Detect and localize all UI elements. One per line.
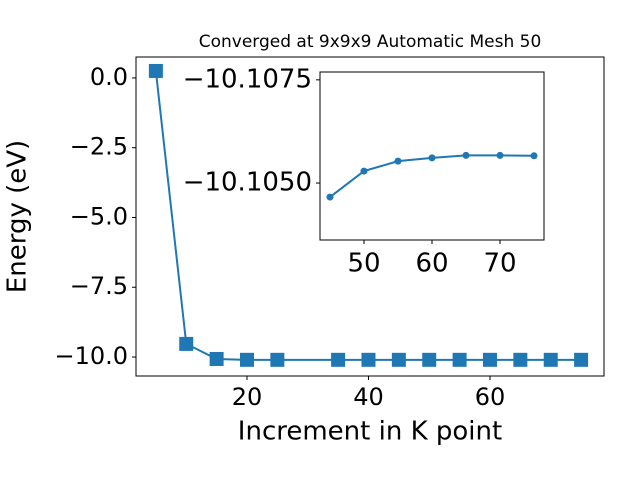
marker — [391, 352, 406, 367]
marker — [394, 157, 402, 165]
y-tick-label: −10.0 — [54, 342, 128, 370]
y-tick-label: 0.0 — [90, 63, 128, 91]
marker — [482, 352, 497, 367]
marker — [428, 154, 436, 162]
x-tick-label: 20 — [232, 383, 263, 411]
marker — [209, 351, 224, 366]
x-tick-label: 40 — [353, 383, 384, 411]
marker — [360, 167, 368, 175]
y-tick-label: −10.1050 — [183, 168, 312, 198]
marker — [361, 352, 376, 367]
x-axis-label: Increment in K point — [238, 417, 502, 447]
x-tick-label: 60 — [475, 383, 506, 411]
marker — [574, 352, 589, 367]
marker — [179, 336, 194, 351]
x-tick-label: 60 — [415, 249, 448, 279]
y-tick-label: −2.5 — [70, 133, 128, 161]
marker — [239, 352, 254, 367]
y-axis-label: Energy (eV) — [3, 140, 33, 293]
marker — [326, 193, 334, 201]
marker — [422, 352, 437, 367]
marker — [148, 63, 163, 78]
y-tick-label: −5.0 — [70, 202, 128, 230]
marker — [530, 152, 538, 160]
x-tick-label: 70 — [483, 249, 516, 279]
marker — [331, 352, 346, 367]
marker — [452, 352, 467, 367]
marker — [543, 352, 558, 367]
y-tick-label: −10.1075 — [183, 64, 312, 94]
marker — [496, 151, 504, 159]
y-tick-label: −7.5 — [70, 272, 128, 300]
marker — [270, 352, 285, 367]
chart-title: Converged at 9x9x9 Automatic Mesh 50 — [199, 32, 542, 52]
marker — [462, 151, 470, 159]
marker — [513, 352, 528, 367]
x-tick-label: 50 — [347, 249, 380, 279]
